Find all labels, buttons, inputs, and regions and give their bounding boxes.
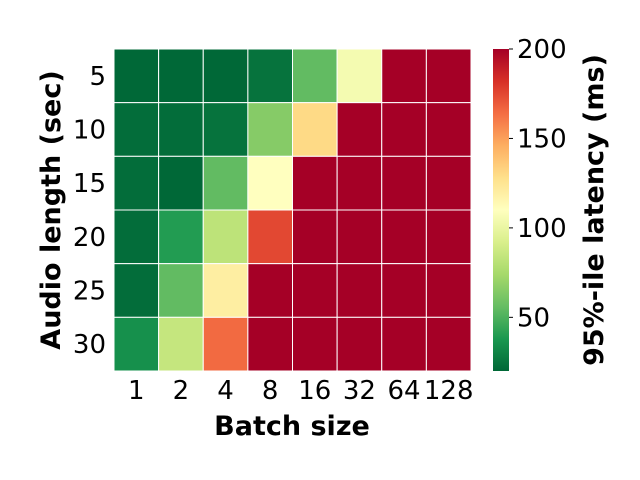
heatmap-cell-len20-batch32 bbox=[336, 209, 383, 265]
heatmap-cell-len5-batch64 bbox=[381, 48, 427, 104]
heatmap-cell-len30-batch32 bbox=[336, 316, 383, 372]
heatmap-cell-len30-batch128 bbox=[425, 316, 472, 372]
heatmap-cell-len25-batch2 bbox=[158, 263, 204, 318]
x-tick-labels: 1 2 4 8 16 32 64 128 bbox=[128, 376, 473, 406]
heatmap-cell-len5-batch16 bbox=[292, 48, 338, 104]
heatmap-cell-len20-batch8 bbox=[247, 209, 293, 265]
x-tick-label-64: 64 bbox=[388, 376, 421, 406]
heatmap-cell-len20-batch1 bbox=[113, 209, 160, 265]
heatmap-cell-len30-batch2 bbox=[158, 316, 204, 372]
heatmap-cell-len10-batch16 bbox=[292, 102, 338, 157]
heatmap-cell-len20-batch2 bbox=[158, 209, 204, 265]
colorbar bbox=[493, 49, 509, 371]
heatmap-cell-len10-batch128 bbox=[425, 102, 472, 157]
colorbar-tick-label-100: 100 bbox=[517, 214, 567, 244]
heatmap-cell-len10-batch2 bbox=[158, 102, 204, 157]
y-tick-label-5: 5 bbox=[89, 62, 106, 92]
heatmap-cell-len25-batch1 bbox=[113, 263, 160, 318]
y-tick-labels: 5 10 15 20 25 30 bbox=[73, 62, 106, 360]
heatmap-cell-len15-batch32 bbox=[336, 155, 383, 211]
heatmap-cell-len15-batch2 bbox=[158, 155, 204, 211]
heatmap-cell-len10-batch1 bbox=[113, 102, 160, 157]
heatmap-cell-len20-batch128 bbox=[425, 209, 472, 265]
heatmap-cell-len25-batch128 bbox=[425, 263, 472, 318]
heatmap-cell-len15-batch4 bbox=[202, 155, 249, 211]
heatmap-cell-len5-batch128 bbox=[425, 48, 472, 104]
heatmap-cell-len5-batch1 bbox=[113, 48, 160, 104]
heatmap-cell-len15-batch1 bbox=[113, 155, 160, 211]
heatmap-cell-len15-batch16 bbox=[292, 155, 338, 211]
x-tick-label-16: 16 bbox=[298, 376, 331, 406]
heatmap-cell-len30-batch8 bbox=[247, 316, 293, 372]
heatmap-cell-len10-batch32 bbox=[336, 102, 383, 157]
y-tick-label-30: 30 bbox=[73, 330, 106, 360]
y-axis-title: Audio length (sec) bbox=[36, 70, 67, 349]
heatmap-cell-len30-batch1 bbox=[113, 316, 160, 372]
x-tick-label-4: 4 bbox=[217, 376, 234, 406]
x-tick-label-8: 8 bbox=[262, 376, 279, 406]
heatmap-cell-len20-batch64 bbox=[381, 209, 427, 265]
heatmap-cell-len25-batch16 bbox=[292, 263, 338, 318]
y-tick-label-25: 25 bbox=[73, 277, 106, 307]
heatmap-cell-len30-batch64 bbox=[381, 316, 427, 372]
x-tick-label-32: 32 bbox=[343, 376, 376, 406]
heatmap-cell-len20-batch4 bbox=[202, 209, 249, 265]
heatmap-cell-len20-batch16 bbox=[292, 209, 338, 265]
heatmap-cell-len25-batch4 bbox=[202, 263, 249, 318]
heatmap-cell-len15-batch8 bbox=[247, 155, 293, 211]
x-axis-title: Batch size bbox=[214, 411, 370, 442]
heatmap-cell-len15-batch64 bbox=[381, 155, 427, 211]
colorbar-label: 95%-ile latency (ms) bbox=[579, 54, 610, 366]
heatmap-cell-len30-batch4 bbox=[202, 316, 249, 372]
x-tick-label-128: 128 bbox=[424, 376, 474, 406]
heatmap-cell-len5-batch2 bbox=[158, 48, 204, 104]
heatmap-cell-len10-batch8 bbox=[247, 102, 293, 157]
heatmap-cell-len10-batch64 bbox=[381, 102, 427, 157]
heatmap-cell-len30-batch16 bbox=[292, 316, 338, 372]
x-tick-label-2: 2 bbox=[173, 376, 190, 406]
y-tick-label-15: 15 bbox=[73, 169, 106, 199]
colorbar-tick-label-50: 50 bbox=[517, 303, 550, 333]
colorbar-tick-label-150: 150 bbox=[517, 124, 567, 154]
heatmap-cell-len5-batch8 bbox=[247, 48, 293, 104]
y-tick-label-10: 10 bbox=[73, 116, 106, 146]
heatmap-cell-len25-batch64 bbox=[381, 263, 427, 318]
heatmap-cells bbox=[113, 48, 472, 372]
heatmap-cell-len5-batch4 bbox=[202, 48, 249, 104]
y-tick-label-20: 20 bbox=[73, 223, 106, 253]
heatmap-cell-len25-batch8 bbox=[247, 263, 293, 318]
colorbar-ticks: 50 100 150 200 bbox=[509, 35, 567, 333]
heatmap-cell-len5-batch32 bbox=[336, 48, 383, 104]
x-tick-label-1: 1 bbox=[128, 376, 145, 406]
heatmap-cell-len15-batch128 bbox=[425, 155, 472, 211]
heatmap-cell-len10-batch4 bbox=[202, 102, 249, 157]
heatmap-cell-len25-batch32 bbox=[336, 263, 383, 318]
colorbar-tick-label-200: 200 bbox=[517, 35, 567, 65]
